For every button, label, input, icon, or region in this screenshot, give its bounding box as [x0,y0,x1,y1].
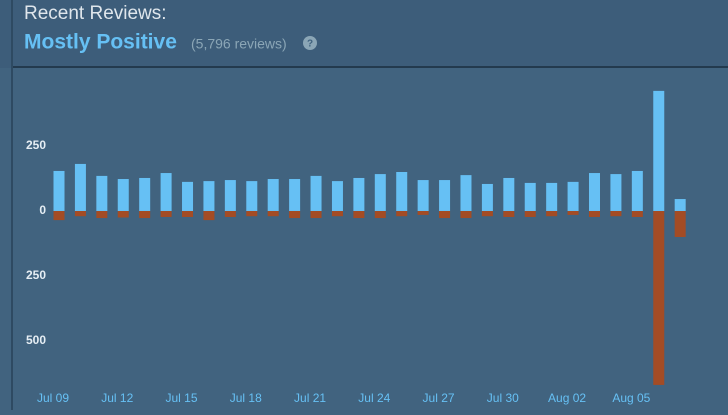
x-tick-label: Jul 18 [230,391,262,405]
x-tick-label: Jul 15 [166,391,198,405]
bar [481,183,493,211]
bar [481,211,493,217]
bar [417,211,429,215]
x-tick-label: Jul 21 [294,391,326,405]
bar [74,211,86,217]
bar [589,211,600,217]
x-tick-label: Jul 27 [423,391,455,405]
bar [74,163,86,211]
bar [289,179,301,211]
y-tick-label: 0 [39,203,46,217]
bar [374,174,386,211]
bar [224,211,236,217]
section-title: Recent Reviews: [24,3,167,24]
bar [396,211,408,217]
bar [610,211,622,217]
y-tick-label: 250 [26,138,46,152]
bar [267,179,279,211]
review-count: (5,796 reviews) [191,36,287,52]
bar [460,175,472,211]
bar [117,179,129,211]
header-background [0,0,728,68]
bar [139,177,151,211]
bar [96,211,108,219]
bar [53,170,65,211]
bar [524,182,536,211]
x-tick-label: Jul 12 [101,391,133,405]
bar [246,211,258,217]
bar [631,170,643,211]
bar [374,211,386,219]
bar [439,180,451,211]
bar [567,211,579,215]
bar [503,177,515,211]
bar [310,175,322,211]
x-tick-label: Jul 30 [487,391,519,405]
bar [310,211,322,219]
bar [160,211,172,217]
bar [589,173,600,211]
bar [267,211,279,217]
bar [160,173,172,211]
bar [182,181,194,211]
x-tick-label: Jul 24 [358,391,390,405]
bar [117,211,129,218]
bar [524,211,536,217]
bar [353,211,365,219]
bar [224,180,236,211]
y-tick-label: 250 [26,268,46,282]
bar [331,211,343,217]
bar [653,90,665,211]
bar [289,211,301,219]
bar [203,181,215,211]
rating-summary[interactable]: Mostly Positive [24,31,177,54]
bar [546,211,558,217]
x-tick-label: Aug 05 [612,391,650,405]
bar [331,181,343,211]
x-tick-label: Aug 02 [548,391,586,405]
y-tick-label: 500 [26,333,46,347]
x-tick-label: Jul 09 [37,391,69,405]
bar [503,211,515,217]
bar [439,211,451,219]
bar [246,181,258,211]
bar [182,211,194,217]
bar [203,211,215,221]
help-icon-text: ? [307,39,313,50]
bar [653,211,665,385]
bar [96,175,108,211]
bar [139,211,151,219]
help-icon[interactable] [303,36,317,50]
bar [53,211,65,221]
bar [674,211,686,237]
chart: 500 250 0 250 Jul 09 Jul 12 Jul 15 Jul 18 Jul 21… [26,90,686,405]
bar [417,180,429,211]
bar [353,177,365,211]
bar [460,211,472,219]
bar [674,199,686,211]
bar [546,182,558,211]
bar [396,172,408,211]
bar [610,174,622,211]
bar [567,181,579,211]
bar [631,211,643,217]
